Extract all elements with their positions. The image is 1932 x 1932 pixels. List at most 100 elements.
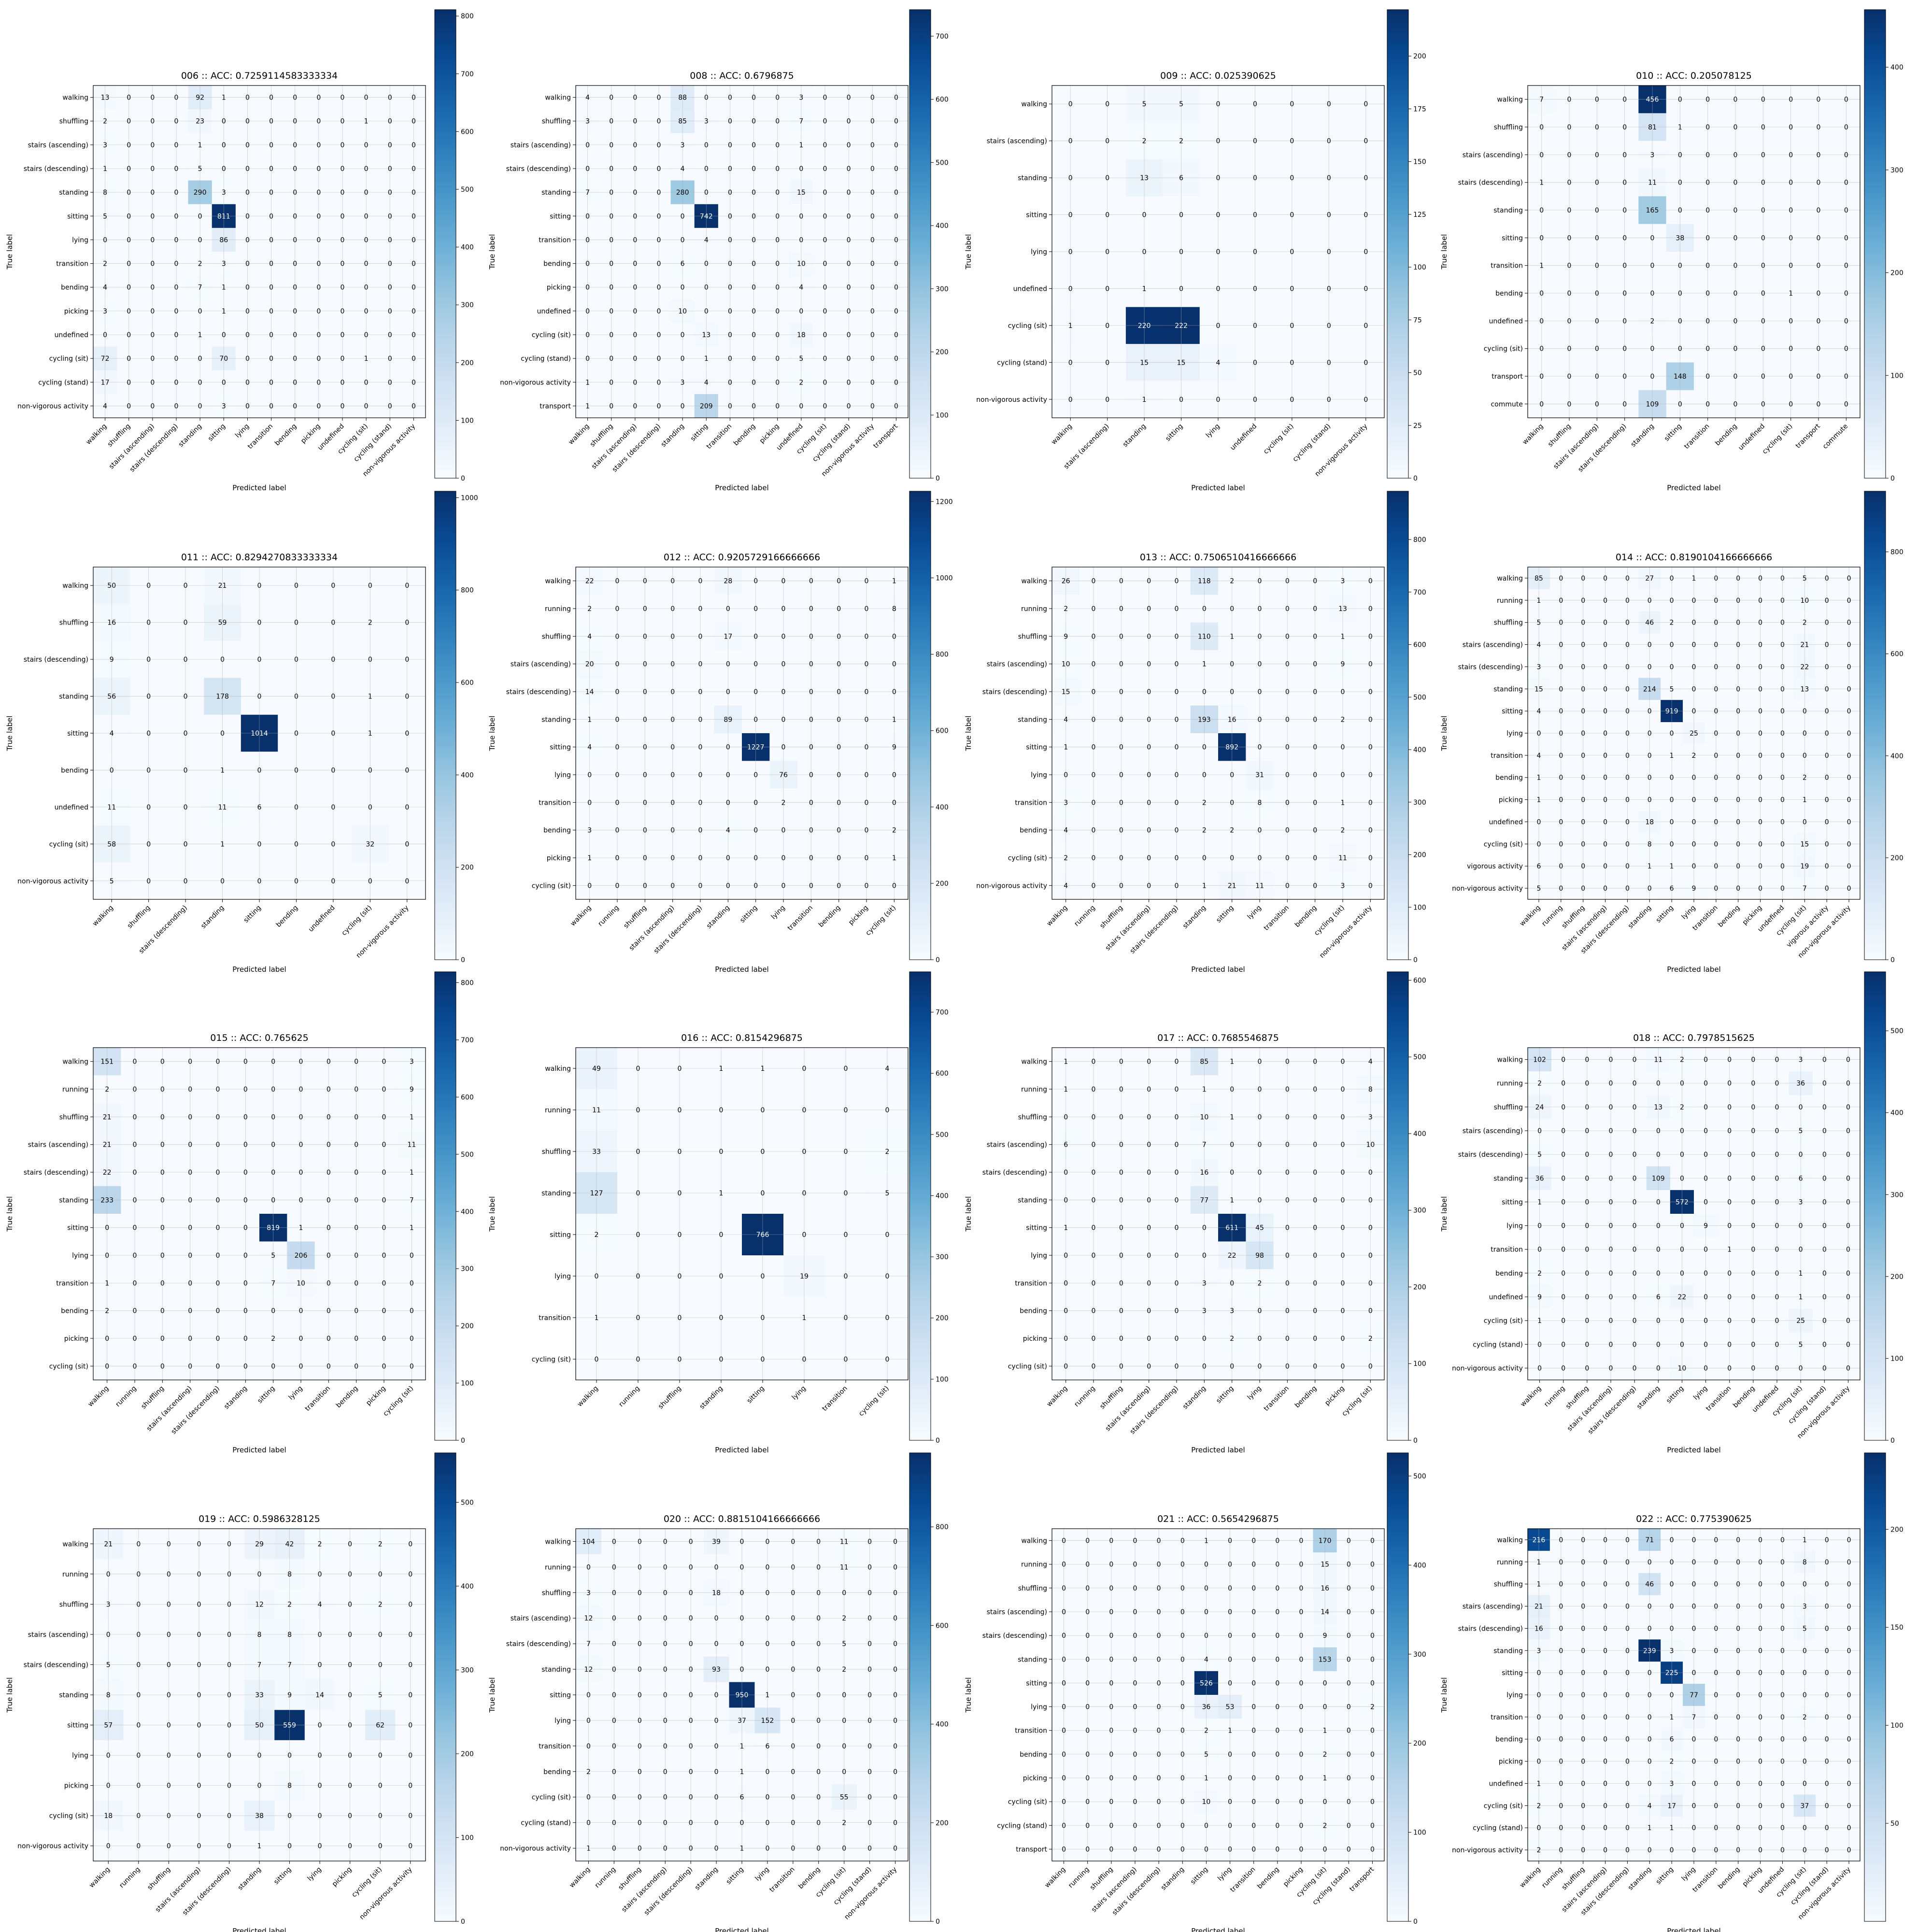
- y-tick-label: undefined: [1013, 285, 1047, 293]
- cell-value-label: 0: [753, 771, 758, 779]
- cell-value-label: 0: [1822, 1104, 1827, 1111]
- colorbar-tick-label: 500: [936, 1131, 949, 1139]
- colorbar-tick-label: 300: [1413, 1207, 1426, 1215]
- cell-value-label: 0: [127, 379, 131, 386]
- cell-value-label: 0: [752, 331, 756, 339]
- cell-value-label: 0: [1714, 575, 1718, 582]
- cell-value-label: 1: [198, 142, 202, 149]
- cell-value-label: 0: [1680, 1175, 1684, 1182]
- cell-value-label: 193: [1198, 716, 1211, 724]
- cell-value-label: 0: [1775, 1364, 1779, 1372]
- cell-value-label: 0: [1714, 818, 1718, 826]
- y-tick-label: transition: [56, 260, 88, 268]
- cell-value-label: 0: [220, 656, 225, 664]
- cell-value-label: 0: [1581, 575, 1585, 582]
- cell-value-label: 0: [775, 402, 780, 410]
- cell-value-label: 0: [299, 1141, 303, 1149]
- x-axis-label: Predicted label: [1191, 483, 1245, 492]
- cell-value-label: 0: [894, 355, 898, 363]
- cell-value-label: 0: [781, 744, 786, 752]
- y-tick-label: stairs (descending): [982, 688, 1047, 696]
- cell-value-label: 1: [1670, 752, 1674, 760]
- x-axis-label: Predicted label: [715, 1446, 768, 1454]
- cell-value-label: 0: [698, 716, 703, 724]
- cell-value-label: 1: [105, 1279, 109, 1287]
- cell-value-label: 0: [1559, 840, 1563, 848]
- cell-value-label: 222: [1175, 322, 1188, 330]
- cell-value-label: 0: [1202, 688, 1207, 696]
- cell-value-label: 7: [271, 1279, 275, 1287]
- cell-value-label: 0: [1258, 854, 1262, 862]
- cell-value-label: 0: [127, 331, 131, 339]
- y-axis-label: True label: [488, 234, 497, 270]
- cell-value-label: 110: [1198, 633, 1211, 640]
- cell-value-label: 0: [1622, 234, 1627, 242]
- cell-value-label: 0: [364, 379, 369, 386]
- cell-value-label: 2: [595, 1231, 599, 1239]
- cell-value-label: 0: [1736, 663, 1740, 671]
- cell-value-label: 3: [681, 142, 685, 149]
- cell-value-label: 0: [293, 308, 297, 315]
- cell-value-label: 0: [327, 1224, 331, 1232]
- cell-value-label: 0: [1179, 212, 1183, 219]
- cell-value-label: 0: [1780, 575, 1785, 582]
- y-tick-label: cycling (stand): [521, 355, 571, 363]
- cell-value-label: 2: [378, 1601, 383, 1608]
- cell-value-label: 0: [174, 402, 179, 410]
- cell-value-label: 0: [1705, 373, 1710, 381]
- cell-value-label: 0: [681, 284, 685, 292]
- cell-value-label: 22: [585, 578, 594, 585]
- cell-value-label: 0: [1847, 796, 1851, 804]
- cell-value-label: 0: [1567, 151, 1572, 159]
- cell-value-label: 0: [1285, 1252, 1290, 1260]
- cell-value-label: 0: [1775, 1151, 1779, 1159]
- cell-value-label: 0: [670, 661, 675, 668]
- cell-value-label: 0: [1625, 774, 1630, 782]
- cell-value-label: 0: [726, 771, 730, 779]
- cell-value-label: 1: [1789, 290, 1793, 298]
- cell-value-label: 0: [1064, 1113, 1068, 1121]
- colorbar-tick-label: 100: [461, 1834, 474, 1842]
- cell-value-label: 0: [1847, 840, 1851, 848]
- cell-value-label: 0: [410, 1252, 414, 1260]
- cell-value-label: 0: [271, 1363, 275, 1370]
- cell-value-label: 0: [753, 854, 758, 862]
- cell-value-label: 0: [316, 94, 321, 102]
- cell-value-label: 9: [1704, 1222, 1708, 1230]
- cell-value-label: 118: [1198, 578, 1211, 585]
- cell-value-label: 2: [1202, 827, 1207, 835]
- cell-value-label: 0: [408, 1691, 412, 1699]
- cell-value-label: 0: [1595, 345, 1599, 353]
- cell-value-label: 0: [1625, 663, 1630, 671]
- cell-value-label: 2: [1692, 752, 1696, 760]
- cell-value-label: 0: [1780, 885, 1785, 893]
- cell-value-label: 0: [657, 165, 661, 173]
- y-tick-label: walking: [62, 582, 88, 590]
- cell-value-label: 7: [1803, 885, 1807, 893]
- cell-value-label: 0: [823, 260, 827, 268]
- cell-value-label: 0: [354, 1169, 358, 1177]
- cell-value-label: 85: [1200, 1058, 1208, 1066]
- cell-value-label: 0: [167, 1691, 171, 1699]
- cell-value-label: 0: [1147, 1058, 1151, 1066]
- cell-value-label: 0: [870, 331, 875, 339]
- cell-value-label: 0: [1705, 317, 1710, 325]
- cell-value-label: 0: [348, 1812, 352, 1820]
- cell-value-label: 0: [1633, 1175, 1637, 1182]
- cell-value-label: 2: [318, 1540, 322, 1548]
- cell-value-label: 0: [609, 284, 613, 292]
- cell-value-label: 0: [1175, 799, 1179, 807]
- cell-value-label: 0: [1704, 1246, 1708, 1254]
- cell-value-label: 0: [1733, 317, 1738, 325]
- cell-value-label: 0: [184, 619, 188, 627]
- cell-value-label: 0: [1727, 1104, 1732, 1111]
- cell-value-label: 0: [719, 1231, 724, 1239]
- cell-value-label: 0: [1705, 124, 1710, 131]
- colorbar-tick-label: 800: [1890, 549, 1904, 556]
- colorbar-tick-label: 300: [461, 301, 474, 309]
- cell-value-label: 0: [271, 1169, 275, 1177]
- cell-value-label: 0: [293, 379, 297, 386]
- cell-value-label: 0: [1761, 124, 1765, 131]
- cell-value-label: 0: [388, 284, 392, 292]
- cell-value-label: 4: [103, 402, 107, 410]
